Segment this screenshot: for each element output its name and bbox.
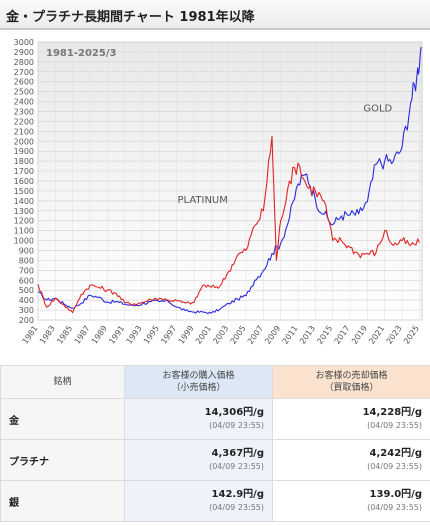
y-tick-label: 600 xyxy=(19,276,34,285)
silver-buy-price: 142.9円/g xyxy=(211,489,264,500)
x-tick-label: 1991 xyxy=(107,324,126,346)
y-tick-label: 1200 xyxy=(14,217,34,226)
row-name-gold: 金 xyxy=(0,398,125,440)
gold-buy-price: 14,306円/g xyxy=(204,407,264,418)
header-sell-line2: （買取価格） xyxy=(324,383,379,393)
y-tick-label: 2800 xyxy=(14,58,34,67)
y-tick-label: 2900 xyxy=(14,48,34,57)
price-table: 銘柄 お客様の購入価格 （小売価格） お客様の売却価格 （買取価格） 金 14,… xyxy=(0,365,430,522)
y-tick-label: 1000 xyxy=(14,237,34,246)
y-tick-label: 3000 xyxy=(14,38,34,47)
x-tick-label: 2015 xyxy=(315,324,334,346)
gold-sell-cell: 14,228円/g (04/09 23:55) xyxy=(272,398,430,440)
gold-sell-time: (04/09 23:55) xyxy=(367,421,422,430)
y-tick-label: 500 xyxy=(19,286,34,295)
table-row-silver: 銀 142.9円/g (04/09 23:55) 139.0円/g (04/09… xyxy=(0,480,430,522)
header-name: 銘柄 xyxy=(0,365,125,399)
silver-sell-cell: 139.0円/g (04/09 23:55) xyxy=(272,480,430,522)
platinum-sell-price: 4,242円/g xyxy=(369,448,422,459)
x-tick-label: 1999 xyxy=(177,324,196,346)
platinum-sell-cell: 4,242円/g (04/09 23:55) xyxy=(272,439,430,481)
gold-buy-cell: 14,306円/g (04/09 23:55) xyxy=(124,398,273,440)
row-name-silver: 銀 xyxy=(0,480,125,522)
y-tick-label: 900 xyxy=(19,247,34,256)
x-tick-label: 2013 xyxy=(298,324,317,346)
x-tick-label: 1993 xyxy=(125,324,144,346)
chart-period-annotation: 1981-2025/3 xyxy=(46,48,116,59)
price-table-header: 銘柄 お客様の購入価格 （小売価格） お客様の売却価格 （買取価格） xyxy=(0,365,430,399)
y-tick-label: 2000 xyxy=(14,137,34,146)
y-tick-label: 300 xyxy=(19,306,34,315)
y-tick-label: 200 xyxy=(19,316,34,325)
x-tick-label: 2001 xyxy=(194,324,213,346)
x-tick-label: 1997 xyxy=(159,324,178,346)
y-tick-label: 1300 xyxy=(14,207,34,216)
y-tick-label: 1600 xyxy=(14,177,34,186)
silver-sell-time: (04/09 23:55) xyxy=(367,503,422,512)
x-tick-label: 1985 xyxy=(55,324,74,346)
table-row-gold: 金 14,306円/g (04/09 23:55) 14,228円/g (04/… xyxy=(0,398,430,440)
x-tick-label: 1995 xyxy=(142,324,161,346)
x-tick-label: 1981 xyxy=(21,324,40,346)
y-tick-label: 2200 xyxy=(14,117,34,126)
y-tick-label: 2700 xyxy=(14,68,34,77)
gold-platinum-chart: 2003004005006007008009001000110012001300… xyxy=(14,38,423,346)
x-tick-label: 2023 xyxy=(385,324,404,346)
x-tick-label: 2009 xyxy=(263,324,282,346)
x-tick-label: 2025 xyxy=(402,324,421,346)
y-tick-label: 2400 xyxy=(14,98,34,107)
series-line-gold xyxy=(38,46,422,315)
series-label-platinum: PLATINUM xyxy=(177,195,227,206)
y-tick-label: 400 xyxy=(19,296,34,305)
header-buy-price: お客様の購入価格 （小売価格） xyxy=(124,365,273,399)
header-buy-line2: （小売価格） xyxy=(171,383,226,393)
platinum-buy-price: 4,367円/g xyxy=(211,448,264,459)
x-tick-label: 2017 xyxy=(333,324,352,346)
silver-buy-time: (04/09 23:55) xyxy=(209,503,264,512)
silver-buy-cell: 142.9円/g (04/09 23:55) xyxy=(124,480,273,522)
y-tick-label: 1100 xyxy=(14,227,34,236)
series-label-gold: GOLD xyxy=(363,104,392,115)
x-tick-label: 2021 xyxy=(367,324,386,346)
x-tick-label: 2007 xyxy=(246,324,265,346)
gold-buy-time: (04/09 23:55) xyxy=(209,421,264,430)
x-tick-label: 1983 xyxy=(38,324,57,346)
gold-sell-price: 14,228円/g xyxy=(362,407,422,418)
table-row-platinum: プラチナ 4,367円/g (04/09 23:55) 4,242円/g (04… xyxy=(0,439,430,481)
x-tick-label: 2005 xyxy=(229,324,248,346)
y-tick-label: 800 xyxy=(19,256,34,265)
x-tick-label: 2003 xyxy=(211,324,230,346)
x-tick-label: 1987 xyxy=(73,324,92,346)
row-name-platinum: プラチナ xyxy=(0,439,125,481)
header-sell-line1: お客様の売却価格 xyxy=(315,371,388,381)
y-tick-label: 2600 xyxy=(14,78,34,87)
x-tick-label: 2019 xyxy=(350,324,369,346)
y-tick-label: 700 xyxy=(19,266,34,275)
x-tick-label: 2011 xyxy=(281,324,300,346)
header-buy-line1: お客様の購入価格 xyxy=(162,371,235,381)
silver-sell-price: 139.0円/g xyxy=(369,489,422,500)
y-tick-label: 1700 xyxy=(14,167,34,176)
platinum-buy-time: (04/09 23:55) xyxy=(209,462,264,471)
y-tick-label: 2100 xyxy=(14,127,34,136)
y-tick-label: 2500 xyxy=(14,88,34,97)
header-sell-price: お客様の売却価格 （買取価格） xyxy=(272,365,430,399)
series-line-platinum xyxy=(37,135,420,314)
x-tick-label: 1989 xyxy=(90,324,109,346)
platinum-sell-time: (04/09 23:55) xyxy=(367,462,422,471)
y-tick-label: 1800 xyxy=(14,157,34,166)
chart-title-bar: 金・プラチナ長期間チャート 1981年以降 xyxy=(0,0,430,30)
y-tick-label: 1400 xyxy=(14,197,34,206)
platinum-buy-cell: 4,367円/g (04/09 23:55) xyxy=(124,439,273,481)
y-tick-label: 1900 xyxy=(14,147,34,156)
page-title: 金・プラチナ長期間チャート 1981年以降 xyxy=(6,10,255,25)
y-tick-label: 1500 xyxy=(14,187,34,196)
y-tick-label: 2300 xyxy=(14,108,34,117)
